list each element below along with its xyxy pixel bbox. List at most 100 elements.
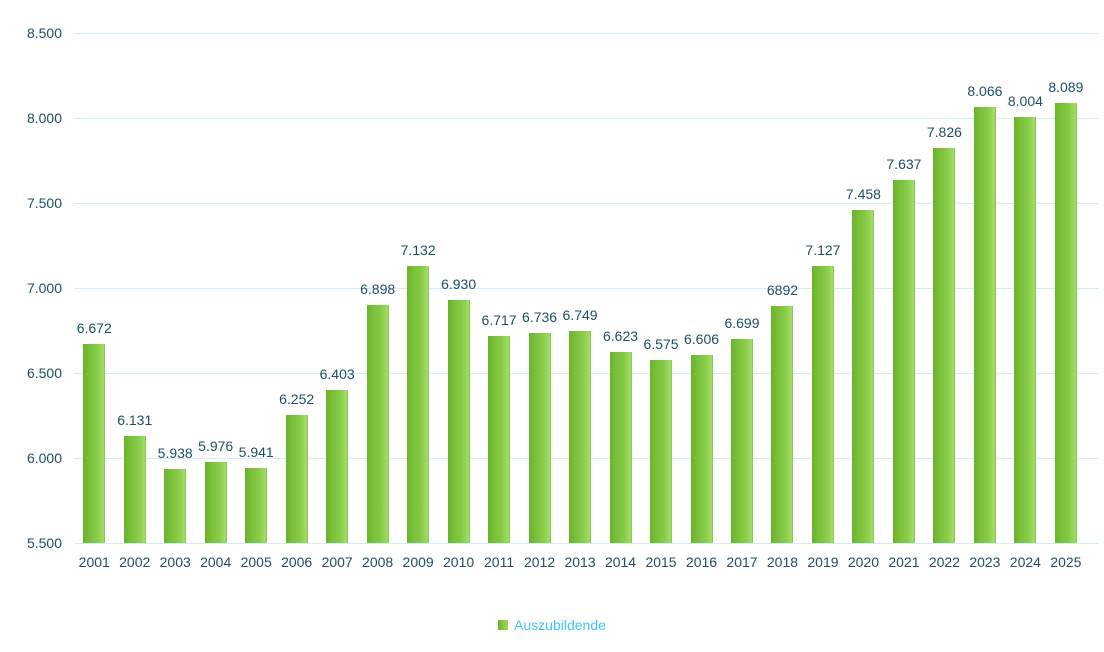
bar-slot: 8.089 2025 — [1046, 33, 1086, 570]
legend-marker-square-icon — [498, 620, 509, 630]
x-axis-tick-label: 2025 — [1050, 554, 1082, 570]
bar-slot: 6.699 2017 — [722, 33, 762, 570]
bar-value-label: 6.699 — [724, 315, 760, 332]
bar — [852, 210, 875, 543]
bar — [366, 305, 389, 543]
bar-value-label: 7.458 — [845, 186, 881, 203]
y-axis-tick-label: 5.500 — [26, 535, 62, 551]
y-axis-tick-label: 7.500 — [26, 195, 62, 211]
bar-slot: 8.066 2023 — [965, 33, 1005, 570]
bar-value-label: 5.941 — [238, 444, 274, 461]
bar-slot: 6.749 2013 — [560, 33, 600, 570]
x-axis-tick-label: 2018 — [766, 554, 799, 570]
gridline — [74, 203, 1098, 204]
bar-slot: 6.717 2011 — [479, 33, 519, 570]
bar — [730, 339, 753, 543]
x-axis-tick-label: 2017 — [726, 554, 758, 570]
plot-area: 6.672 2001 6.131 2002 5.938 2003 5.976 2004 5.94… — [74, 33, 1086, 571]
bar — [83, 343, 106, 543]
bar-slot: 6.606 2016 — [681, 33, 721, 570]
bar-value-label: 6.749 — [562, 306, 598, 323]
bar-value-label: 8.004 — [1007, 93, 1043, 110]
gridline — [74, 543, 1098, 544]
bar-slot: 5.938 2003 — [155, 33, 195, 570]
bar-value-label: 5.976 — [198, 438, 234, 455]
gridline — [74, 33, 1098, 34]
bar-slot: 7.637 2021 — [884, 33, 924, 570]
x-axis-tick-label: 2007 — [321, 554, 353, 570]
x-axis-tick-label: 2004 — [200, 554, 232, 570]
y-axis-tick-label: 8.000 — [26, 110, 62, 126]
bar-value-label: 6.623 — [603, 328, 639, 345]
bar — [245, 468, 268, 543]
bar-slot: 7.826 2022 — [924, 33, 964, 570]
bar-slot: 5.976 2004 — [195, 33, 235, 570]
bar — [528, 332, 551, 543]
bar-slot: 6892 2018 — [762, 33, 802, 570]
gridline — [74, 288, 1098, 289]
x-axis-tick-label: 2014 — [604, 554, 637, 570]
y-axis-tick-label: 7.000 — [26, 280, 62, 296]
x-axis-tick-label: 2005 — [240, 554, 272, 570]
x-axis-tick-label: 2010 — [443, 554, 475, 570]
x-axis-tick-label: 2020 — [847, 554, 880, 570]
bar-slot: 6.131 2002 — [114, 33, 154, 570]
x-axis-tick-label: 2009 — [402, 554, 434, 570]
bar-value-label: 6.131 — [117, 411, 153, 428]
bar — [204, 462, 227, 543]
bar-value-label: 6.575 — [643, 336, 679, 353]
bar-slot: 6.575 2015 — [641, 33, 681, 570]
x-axis-tick-label: 2015 — [645, 554, 677, 570]
bar — [326, 389, 349, 543]
bar — [690, 354, 713, 543]
bar — [407, 265, 430, 543]
bar-value-label: 7.826 — [926, 123, 962, 140]
bar — [488, 336, 511, 543]
x-axis-tick-label: 2024 — [1009, 554, 1041, 570]
legend-label: Auszubildende — [514, 617, 606, 633]
bar-slot: 6.252 2006 — [276, 33, 316, 570]
bar — [973, 106, 996, 543]
x-axis-tick-label: 2013 — [564, 554, 596, 570]
y-axis-tick-label: 8.500 — [26, 25, 62, 41]
bar — [933, 147, 956, 543]
bar-value-label: 6892 — [766, 282, 799, 299]
bar-value-label: 6.717 — [481, 312, 517, 329]
x-axis-tick-label: 2012 — [523, 554, 556, 570]
x-axis-tick-label: 2022 — [928, 554, 960, 570]
bar — [650, 360, 673, 543]
bar-slot: 7.132 2009 — [398, 33, 438, 570]
bar — [164, 468, 187, 543]
x-axis-tick-label: 2006 — [281, 554, 313, 570]
bar — [811, 266, 834, 543]
bar-value-label: 7.132 — [400, 241, 436, 258]
y-axis-tick-label: 6.500 — [26, 365, 62, 381]
bar-slot: 8.004 2024 — [1005, 33, 1045, 570]
x-axis-tick-label: 2016 — [685, 554, 718, 570]
bar-slot: 6.898 2008 — [357, 33, 397, 570]
bar-value-label: 8.089 — [1048, 78, 1084, 95]
bar-value-label: 6.930 — [441, 275, 477, 292]
x-axis-tick-label: 2019 — [807, 554, 839, 570]
bar-value-label: 7.637 — [886, 155, 922, 172]
x-axis-tick-label: 2011 — [484, 554, 515, 570]
bar-slot: 6.403 2007 — [317, 33, 357, 571]
bar-value-label: 6.736 — [522, 308, 558, 325]
bar — [569, 330, 592, 543]
bar-slot: 6.930 2010 — [438, 33, 478, 570]
x-axis-tick-label: 2002 — [119, 554, 151, 570]
bar-value-label: 6.403 — [319, 365, 355, 382]
y-axis-tick-label: 6.000 — [26, 450, 62, 466]
bar-slot: 7.127 2019 — [803, 33, 843, 570]
x-axis-tick-label: 2023 — [969, 554, 1001, 570]
bar-slot: 6.672 2001 — [74, 33, 114, 570]
bar — [447, 299, 470, 543]
bar — [1054, 102, 1077, 543]
bar — [285, 415, 308, 543]
bar — [123, 435, 146, 543]
bar-value-label: 6.898 — [360, 281, 396, 298]
bar-slot: 6.736 2012 — [519, 33, 559, 570]
bar-value-label: 5.938 — [157, 444, 193, 461]
gridline — [74, 118, 1098, 119]
